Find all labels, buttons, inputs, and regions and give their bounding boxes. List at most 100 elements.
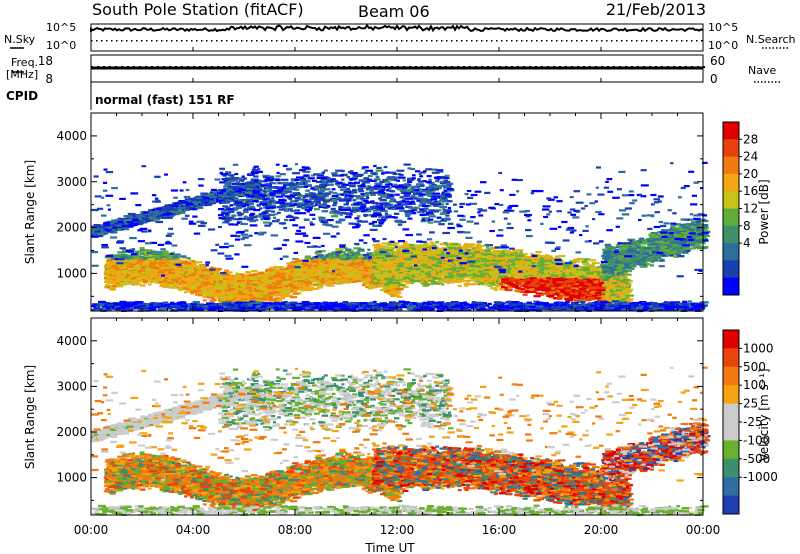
nsearch-dot xyxy=(366,40,368,42)
nave-dot xyxy=(577,66,579,68)
power-cell xyxy=(109,231,114,233)
nsearch-dot xyxy=(221,40,223,42)
nsearch-dot xyxy=(191,40,193,42)
nsearch-dot xyxy=(531,40,533,42)
nsearch-dot xyxy=(661,40,663,42)
nave-dot xyxy=(529,66,531,68)
nave-dot xyxy=(211,66,213,68)
nsearch-dot xyxy=(401,40,403,42)
nsearch-dot xyxy=(371,40,373,42)
nave-dot xyxy=(223,66,225,68)
power-cell xyxy=(118,221,123,223)
power-cell xyxy=(97,233,103,235)
power-cell xyxy=(196,207,203,209)
nsearch-dot xyxy=(206,40,208,42)
nave-dot xyxy=(451,66,453,68)
power-cell xyxy=(174,202,180,204)
nsearch-dot xyxy=(561,40,563,42)
nave-dot xyxy=(295,66,297,68)
nsearch-dot xyxy=(456,40,458,42)
nave-tick-bottom: 0 xyxy=(710,72,718,86)
nsearch-dot xyxy=(676,40,678,42)
nave-dot xyxy=(661,66,663,68)
nave-dot xyxy=(613,66,615,68)
nave-dot xyxy=(355,66,357,68)
power-cell xyxy=(98,235,103,237)
power-cell xyxy=(156,218,159,220)
nave-dot xyxy=(481,66,483,68)
nsearch-dot xyxy=(566,40,568,42)
nsearch-dot xyxy=(376,40,378,42)
nave-dot xyxy=(277,66,279,68)
nsearch-dot xyxy=(581,40,583,42)
nave-dot xyxy=(319,66,321,68)
nave-dot xyxy=(655,66,657,68)
nave-dot xyxy=(265,66,267,68)
nsearch-dot xyxy=(326,40,328,42)
nsearch-dot xyxy=(671,40,673,42)
nave-dot xyxy=(235,66,237,68)
nave-dot xyxy=(253,66,255,68)
power-cell xyxy=(106,230,109,232)
nave-dot xyxy=(409,66,411,68)
power-cell xyxy=(290,296,297,298)
nave-dot xyxy=(181,66,183,68)
nsearch-dot xyxy=(246,40,248,42)
nave-dot xyxy=(625,66,627,68)
nave-dot xyxy=(229,66,231,68)
nave-dot xyxy=(271,66,273,68)
power-cell xyxy=(197,265,200,267)
beam-label: Beam 06 xyxy=(358,2,430,21)
nsearch-dot xyxy=(281,40,283,42)
freq-unit-label: [MHz] xyxy=(6,68,38,81)
nsearch-dot xyxy=(436,40,438,42)
nsearch-dot xyxy=(536,40,538,42)
nave-dot xyxy=(313,66,315,68)
nave-dot xyxy=(685,66,687,68)
nsearch-dot xyxy=(621,40,623,42)
nave-dot xyxy=(595,66,597,68)
power-cell xyxy=(205,200,210,202)
nsearch-dot xyxy=(616,40,618,42)
nsearch-dot xyxy=(451,40,453,42)
nsearch-dot xyxy=(226,40,228,42)
nsearch-dot xyxy=(331,40,333,42)
nsky-trace xyxy=(91,25,703,32)
nsearch-dot xyxy=(111,40,113,42)
power-cell xyxy=(362,284,365,286)
nave-dot xyxy=(643,66,645,68)
nave-dot xyxy=(391,66,393,68)
nsearch-dot xyxy=(311,40,313,42)
nave-dot xyxy=(307,66,309,68)
nave-dot xyxy=(259,66,261,68)
station-title: South Pole Station (fitACF) xyxy=(92,0,304,19)
power-cell xyxy=(122,225,127,227)
nave-dot xyxy=(343,66,345,68)
nsearch-dot xyxy=(396,40,398,42)
nave-dot xyxy=(175,66,177,68)
power-cell xyxy=(201,201,205,203)
nsearch-dot xyxy=(441,40,443,42)
nsearch-dot xyxy=(261,40,263,42)
power-cell xyxy=(107,226,112,228)
nsearch-label: N.Search xyxy=(746,33,796,46)
nave-dot xyxy=(559,66,561,68)
nsearch-dot xyxy=(491,40,493,42)
nsearch-dot xyxy=(481,40,483,42)
nsearch-dot xyxy=(256,40,258,42)
nsearch-dot xyxy=(576,40,578,42)
nsearch-dot xyxy=(476,40,478,42)
nave-dot xyxy=(523,66,525,68)
nsearch-dot xyxy=(211,40,213,42)
nsearch-dot xyxy=(266,40,268,42)
nave-dot xyxy=(691,66,693,68)
freq-trace xyxy=(91,66,705,68)
nave-dot xyxy=(349,66,351,68)
nave-dot xyxy=(547,66,549,68)
nave-dot xyxy=(571,66,573,68)
nsearch-dot xyxy=(186,40,188,42)
power-cell xyxy=(132,219,139,221)
freq-tick-top: 18 xyxy=(38,54,53,68)
nsearch-dot xyxy=(506,40,508,42)
nave-dot xyxy=(673,66,675,68)
